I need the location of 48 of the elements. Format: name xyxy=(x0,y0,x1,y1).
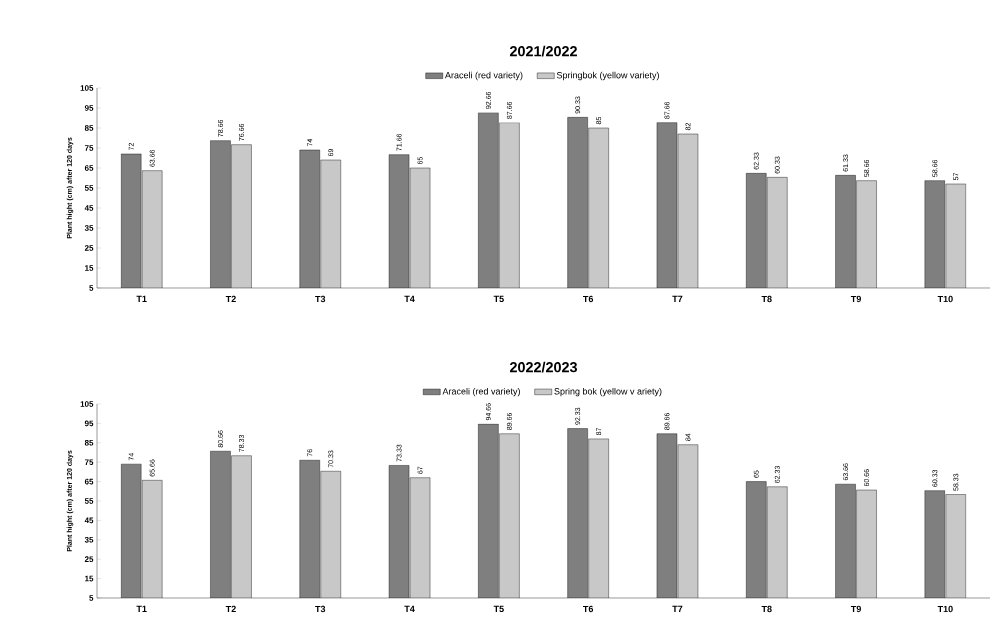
x-tick-label: T4 xyxy=(404,295,415,302)
y-tick-label: 75 xyxy=(84,145,94,151)
y-tick-label: 25 xyxy=(84,556,94,563)
x-tick-label: T1 xyxy=(136,295,147,302)
y-tick-label: 105 xyxy=(80,401,94,407)
x-tick-label: T10 xyxy=(937,295,953,303)
x-tick-label: T2 xyxy=(225,605,236,613)
y-tick-label: 25 xyxy=(84,245,94,251)
x-tick-label: T5 xyxy=(493,295,504,303)
x-tick-label: T9 xyxy=(850,295,861,303)
y-tick-label: 105 xyxy=(80,85,94,91)
y-tick-label: 75 xyxy=(84,459,94,465)
y-tick-label: 15 xyxy=(85,265,94,271)
x-tick-label: T5 xyxy=(493,605,504,613)
y-tick-label: 95 xyxy=(84,105,94,111)
y-tick-label: 85 xyxy=(84,439,94,446)
x-tick-label: T8 xyxy=(761,605,772,613)
x-tick-label: T3 xyxy=(315,295,326,303)
y-tick-label: 85 xyxy=(84,125,94,131)
y-tick-label: 35 xyxy=(84,225,94,231)
legend-label: Spring bok (yellow v ariety) xyxy=(554,387,662,397)
y-tick-label: 65 xyxy=(84,478,94,485)
x-tick-label: T9 xyxy=(850,605,861,613)
x-tick-label: T8 xyxy=(761,295,772,303)
x-tick-label: T2 xyxy=(225,295,236,303)
y-tick-label: 5 xyxy=(89,595,94,601)
x-tick-label: T3 xyxy=(315,605,326,613)
y-tick-label: 65 xyxy=(84,165,94,171)
y-tick-label: 45 xyxy=(84,205,94,211)
y-tick-label: 35 xyxy=(84,536,94,543)
y-tick-label: 55 xyxy=(84,185,94,191)
x-tick-label: T10 xyxy=(937,605,953,613)
y-tick-label: 45 xyxy=(84,517,94,524)
legend-label: Araceli (red variety) xyxy=(442,387,520,397)
chart-title: 2022/2023 xyxy=(509,361,577,373)
chart-title: 2021/2022 xyxy=(509,45,577,57)
x-tick-label: T7 xyxy=(672,295,683,302)
y-tick-label: 15 xyxy=(85,575,94,582)
y-tick-label: 95 xyxy=(84,420,94,427)
x-tick-label: T4 xyxy=(404,605,415,612)
x-tick-label: T6 xyxy=(583,605,594,613)
legend-label: Springbok (yellow variety) xyxy=(556,71,659,81)
x-tick-label: T6 xyxy=(583,295,594,303)
y-tick-label: 55 xyxy=(84,498,94,504)
x-tick-label: T1 xyxy=(136,605,147,612)
y-tick-label: 5 xyxy=(89,285,94,291)
x-tick-label: T7 xyxy=(672,605,683,612)
legend-label: Araceli (red variety) xyxy=(444,71,523,81)
